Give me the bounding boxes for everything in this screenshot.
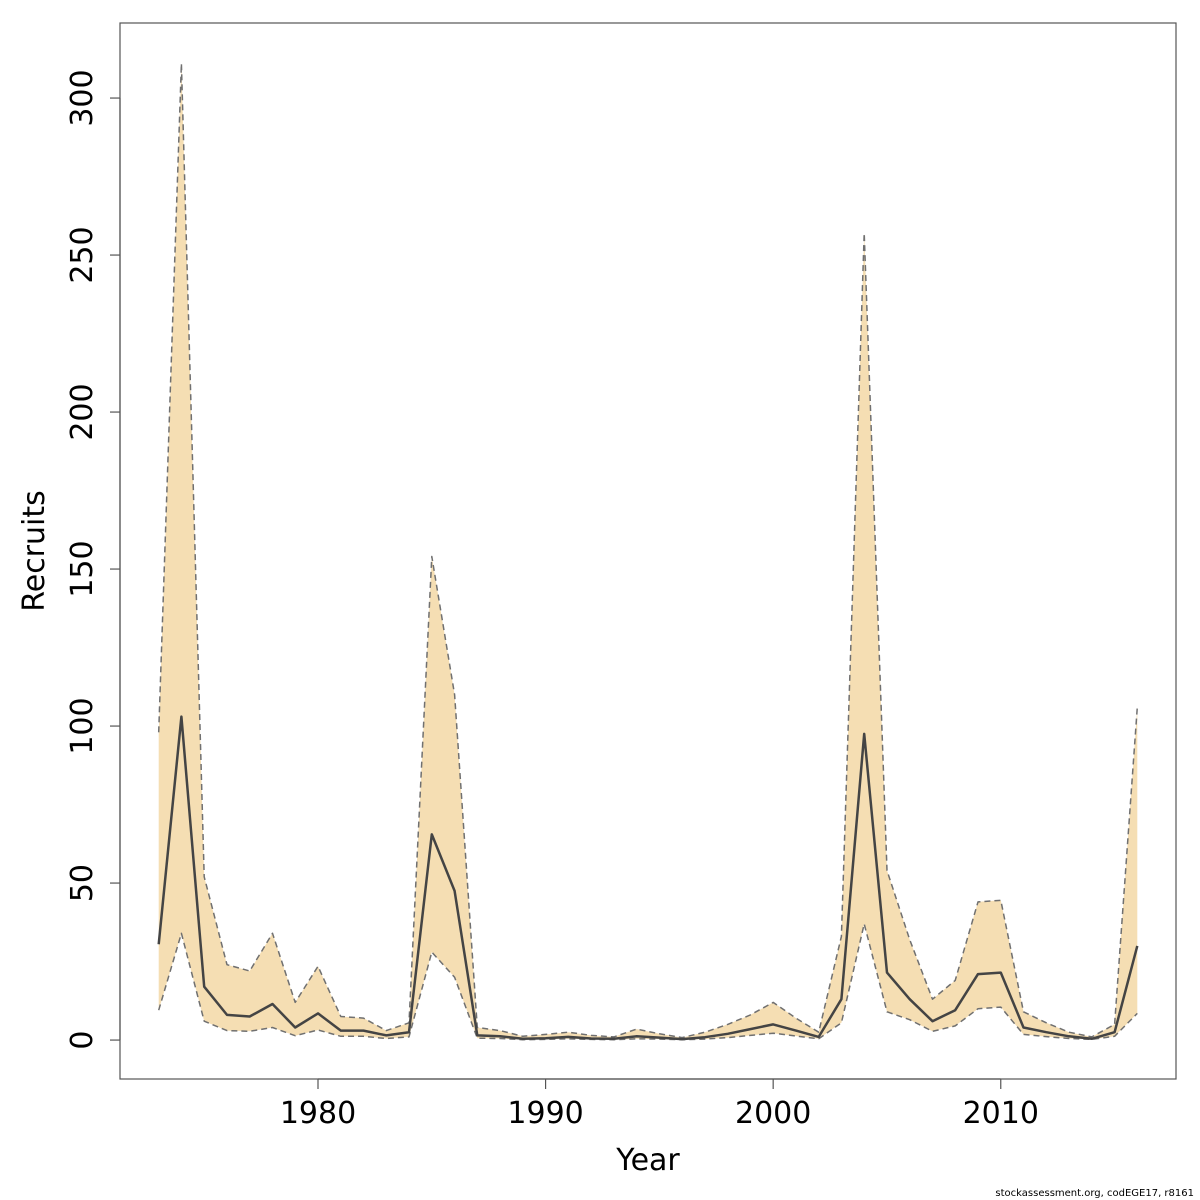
x-axis: 1980 1990 2000 2010 [280,1078,1039,1131]
y-tick-label: 200 [65,383,100,440]
y-tick-label: 250 [65,226,100,283]
y-tick-label: 100 [65,697,100,754]
y-axis: 0 50 100 150 200 250 300 [65,69,121,1050]
plot-frame [119,22,1177,1080]
x-tick-label: 1980 [280,1096,356,1131]
y-tick-label: 150 [65,540,100,597]
x-tick-label: 2010 [963,1096,1039,1131]
y-axis-label: Recruits [17,490,52,612]
x-tick-label: 1990 [507,1096,583,1131]
y-tick-label: 300 [65,69,100,126]
footer-credit: stockassessment.org, codEGE17, r8161 [995,1188,1194,1199]
y-tick-label: 0 [65,1031,100,1050]
lower-bound-line [157,923,1138,1041]
upper-bound-line [157,62,1139,1039]
recruits-estimate-line [157,715,1139,1041]
confidence-band [158,63,1138,1040]
x-axis-label: Year [615,1143,680,1178]
plot-area [157,62,1139,1041]
x-tick-label: 2000 [735,1096,811,1131]
y-tick-label: 50 [65,864,100,902]
